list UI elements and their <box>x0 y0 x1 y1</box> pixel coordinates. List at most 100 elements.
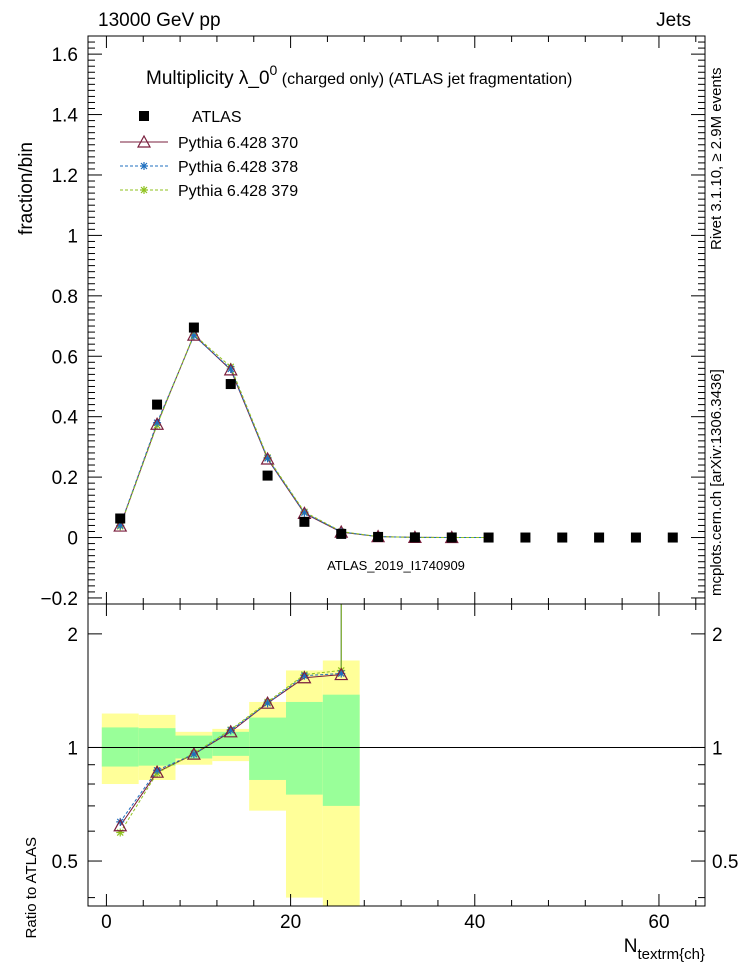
top-data-point <box>116 521 125 530</box>
ratio-inner-band <box>285 701 323 795</box>
legend-marker <box>140 186 148 194</box>
top-data-point <box>667 532 678 543</box>
legend: ATLAS Pythia 6.428 370 Pythia 6.428 378 Pyt… <box>120 109 298 200</box>
ratio-data-point <box>116 817 125 826</box>
top-data-point <box>373 531 384 542</box>
legend-marker <box>136 134 152 148</box>
top-data-point <box>223 362 238 376</box>
ratio-xtick-label: 20 <box>280 912 301 933</box>
header-right-label: Jets <box>656 10 691 31</box>
top-data-point <box>188 322 199 333</box>
ratio-inner-band <box>322 694 360 806</box>
top-data-point <box>520 532 531 543</box>
ratio-data-point <box>153 766 162 775</box>
top-data-point <box>225 379 236 390</box>
ratio-inner-band <box>212 731 250 756</box>
legend-label: Pythia 6.428 370 <box>178 135 298 152</box>
legend-label: Pythia 6.428 378 <box>178 159 298 176</box>
ratio-ytick-label-right: 1 <box>712 738 723 759</box>
ratio-ytick-label: 0.5 <box>52 852 78 873</box>
top-title-rest: (charged only) (ATLAS jet fragmentation) <box>277 71 572 88</box>
top-data-point <box>336 528 347 539</box>
ratio-xtick-label: 60 <box>648 912 669 933</box>
ratio-data-point <box>186 746 201 760</box>
top-series-line <box>119 333 489 539</box>
ratio-ytick-label-right: 2 <box>712 625 723 646</box>
legend-marker <box>140 162 148 170</box>
top-data-point <box>557 532 568 543</box>
ratio-ytick-label: 1 <box>67 738 78 759</box>
top-series-line <box>119 334 452 539</box>
top-ytick-label: 1.6 <box>52 45 78 66</box>
bottom-xlabel-sub: textrm{ch} <box>637 946 705 963</box>
ratio-xtick-label: 0 <box>101 912 112 933</box>
top-data-point <box>153 418 162 427</box>
bottom-xlabel: Ntextrm{ch} <box>624 936 705 963</box>
top-data-point <box>299 516 310 527</box>
top-ytick-label: 1.2 <box>52 166 78 187</box>
top-ytick-label: 0.6 <box>52 347 78 368</box>
legend-label: Pythia 6.428 379 <box>178 183 298 200</box>
top-data-point <box>152 399 163 410</box>
ratio-data-point <box>337 669 346 678</box>
top-data-point <box>189 331 198 340</box>
ratio-data-point <box>113 818 128 832</box>
top-data-point <box>150 416 165 430</box>
mcplots-label: mcplots.cern.ch [arXiv:1306.3436] <box>708 369 725 596</box>
ratio-bands-layer <box>101 660 360 906</box>
top-data-point <box>263 454 272 463</box>
ratio-data-point <box>223 724 238 738</box>
top-ytick-label: 0.8 <box>52 287 78 308</box>
ratio-data-point <box>189 750 198 759</box>
bottom-xlabel-main: N <box>624 936 638 957</box>
ratio-data-point <box>226 726 235 735</box>
top-data-point <box>186 327 201 341</box>
legend-marker <box>139 111 149 121</box>
top-ytick-label: 0.4 <box>52 408 79 429</box>
ratio-data-point <box>334 667 349 681</box>
top-data-point <box>630 532 641 543</box>
top-data-point <box>594 532 605 543</box>
legend-label: ATLAS <box>192 109 242 126</box>
ratio-data-point <box>150 764 165 778</box>
ratio-data-point <box>260 695 275 709</box>
top-title-sup: 0 <box>270 62 278 78</box>
ratio-inner-band <box>138 728 176 766</box>
top-title: Multiplicity λ_00 (charged only) (ATLAS … <box>146 62 572 89</box>
ratio-frame <box>87 603 706 907</box>
top-data-point <box>226 364 235 373</box>
ratio-inner-band <box>249 717 286 780</box>
top-data-point <box>409 532 420 543</box>
top-data-point <box>483 532 494 543</box>
top-axes-layer: −0.2 0 0.2 0.4 0.6 0.8 1 1.2 1.4 1.6 <box>40 35 706 610</box>
ratio-axes-layer: 0 20 40 60 0.5 0.5 1 1 2 2 <box>52 603 738 933</box>
top-data-point <box>446 532 457 543</box>
top-data-point <box>115 513 126 524</box>
top-ytick-label: 0 <box>67 529 78 550</box>
top-ylabel: fraction/bin <box>16 142 37 235</box>
analysis-watermark: ATLAS_2019_I1740909 <box>327 558 465 573</box>
top-series-layer <box>113 322 678 544</box>
ratio-ytick-label: 2 <box>67 625 78 646</box>
ratio-data-point <box>263 699 272 708</box>
ratio-data-point <box>116 828 125 837</box>
ratio-data-point <box>300 671 309 680</box>
top-data-point <box>262 470 273 481</box>
top-frame <box>87 35 706 605</box>
top-ytick-label: −0.2 <box>40 589 78 610</box>
bottom-ylabel: Ratio to ATLAS <box>23 837 40 938</box>
ratio-data-point <box>297 670 312 684</box>
top-ytick-label: 0.2 <box>52 468 78 489</box>
rivet-version-label: Rivet 3.1.10, ≥ 2.9M events <box>708 68 725 251</box>
ratio-series-layer <box>113 604 349 837</box>
top-data-point <box>113 518 128 532</box>
top-data-point <box>260 451 275 465</box>
top-title-main: Multiplicity λ_0 <box>146 68 270 89</box>
top-ytick-label: 1 <box>67 226 78 247</box>
ratio-ytick-label-right: 0.5 <box>712 852 738 873</box>
ratio-xtick-label: 40 <box>464 912 485 933</box>
top-ytick-label: 1.4 <box>52 106 79 127</box>
top-data-point <box>300 508 309 517</box>
header-left-label: 13000 GeV pp <box>98 10 221 31</box>
